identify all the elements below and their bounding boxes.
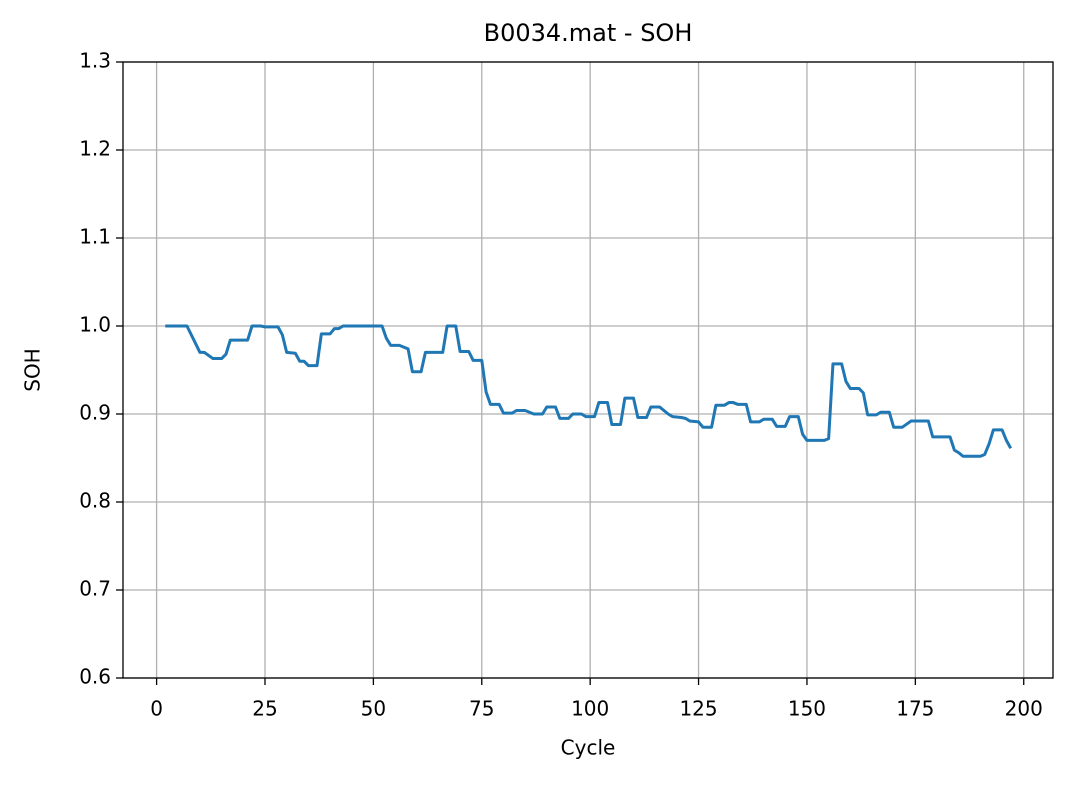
x-tick-label: 50	[361, 697, 386, 721]
y-tick-label: 0.6	[79, 665, 111, 689]
x-tick-label: 100	[571, 697, 609, 721]
x-tick-label: 125	[679, 697, 717, 721]
y-tick-label: 0.9	[79, 401, 111, 425]
data-line	[165, 324, 1013, 458]
x-tick-label: 0	[150, 697, 163, 721]
x-tick-label: 75	[469, 697, 494, 721]
y-tick-label: 1.1	[79, 225, 111, 249]
x-axis-label: Cycle	[561, 736, 616, 760]
x-tick-label: 25	[252, 697, 277, 721]
y-axis-label: SOH	[21, 348, 45, 391]
y-tick-label: 0.8	[79, 489, 111, 513]
y-tick-label: 1.3	[79, 49, 111, 73]
y-tick-label: 0.7	[79, 577, 111, 601]
x-tick-label: 175	[896, 697, 934, 721]
plot-frame	[122, 61, 1054, 679]
x-tick-label: 200	[1005, 697, 1043, 721]
y-tick-label: 1.0	[79, 313, 111, 337]
x-tick-label: 150	[788, 697, 826, 721]
chart-title: B0034.mat - SOH	[484, 19, 693, 47]
y-tick-label: 1.2	[79, 137, 111, 161]
